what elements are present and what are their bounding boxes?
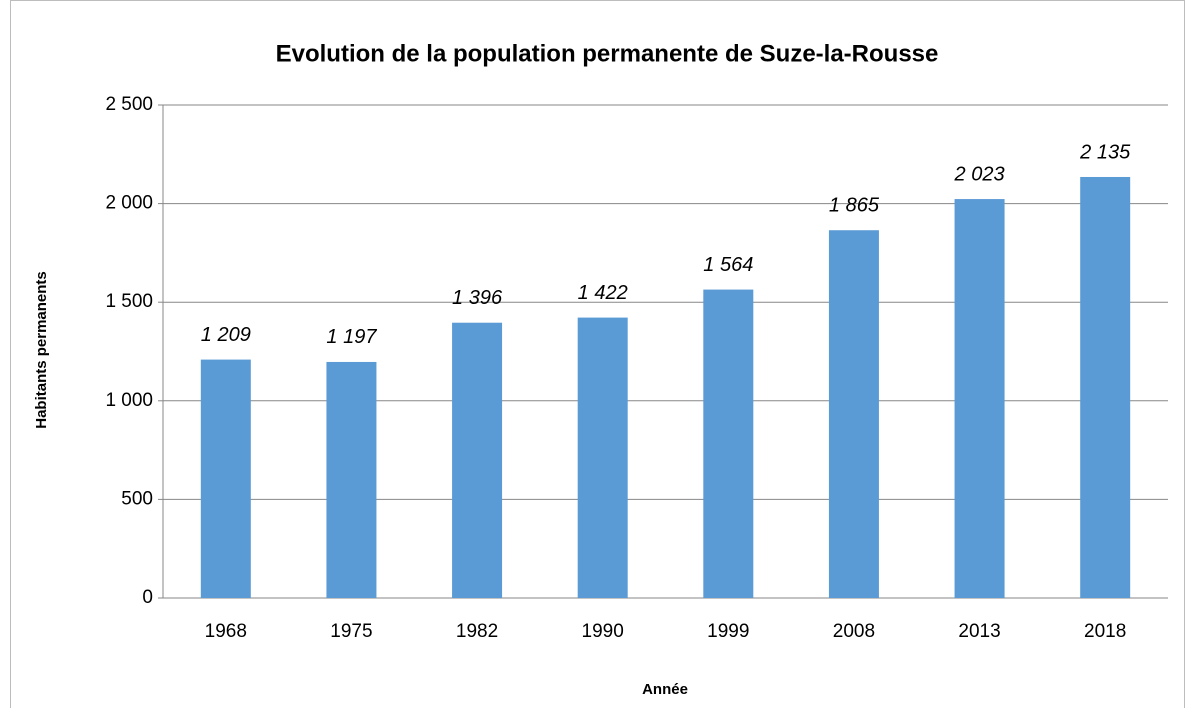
value-label: 2 135 xyxy=(1079,141,1131,163)
x-tick-label: 2013 xyxy=(958,621,1000,642)
x-tick-label: 2018 xyxy=(1084,621,1126,642)
chart-title: Evolution de la population permanente de… xyxy=(276,40,939,67)
value-label: 1 209 xyxy=(201,324,251,346)
x-axis-label: Année xyxy=(642,681,688,698)
y-tick-label: 0 xyxy=(142,587,153,608)
y-tick-label: 1 000 xyxy=(105,390,153,411)
value-label: 1 564 xyxy=(703,254,753,276)
bar xyxy=(452,322,503,598)
x-tick-label: 1999 xyxy=(707,621,749,642)
bar xyxy=(326,361,377,598)
value-label: 1 865 xyxy=(829,195,880,217)
chart-border xyxy=(10,0,1185,708)
bar xyxy=(577,317,628,598)
bar xyxy=(200,359,251,598)
x-tick-label: 1982 xyxy=(456,621,498,642)
y-tick-label: 500 xyxy=(121,488,153,509)
value-label: 1 396 xyxy=(452,287,503,309)
y-tick-label: 2 500 xyxy=(105,94,153,115)
x-tick-label: 1975 xyxy=(330,621,372,642)
x-tick-label: 1990 xyxy=(582,621,624,642)
bar xyxy=(703,289,754,598)
value-label: 2 023 xyxy=(954,163,1005,185)
x-tick-label: 1968 xyxy=(205,621,247,642)
y-axis-label: Habitants permanents xyxy=(33,271,50,429)
x-tick-label: 2008 xyxy=(833,621,875,642)
bar xyxy=(828,230,879,599)
value-label: 1 197 xyxy=(326,326,377,348)
bar xyxy=(954,199,1005,599)
value-label: 1 422 xyxy=(578,282,628,304)
y-tick-label: 1 500 xyxy=(105,291,153,312)
y-tick-label: 2 000 xyxy=(105,193,153,214)
bar xyxy=(1080,176,1131,598)
